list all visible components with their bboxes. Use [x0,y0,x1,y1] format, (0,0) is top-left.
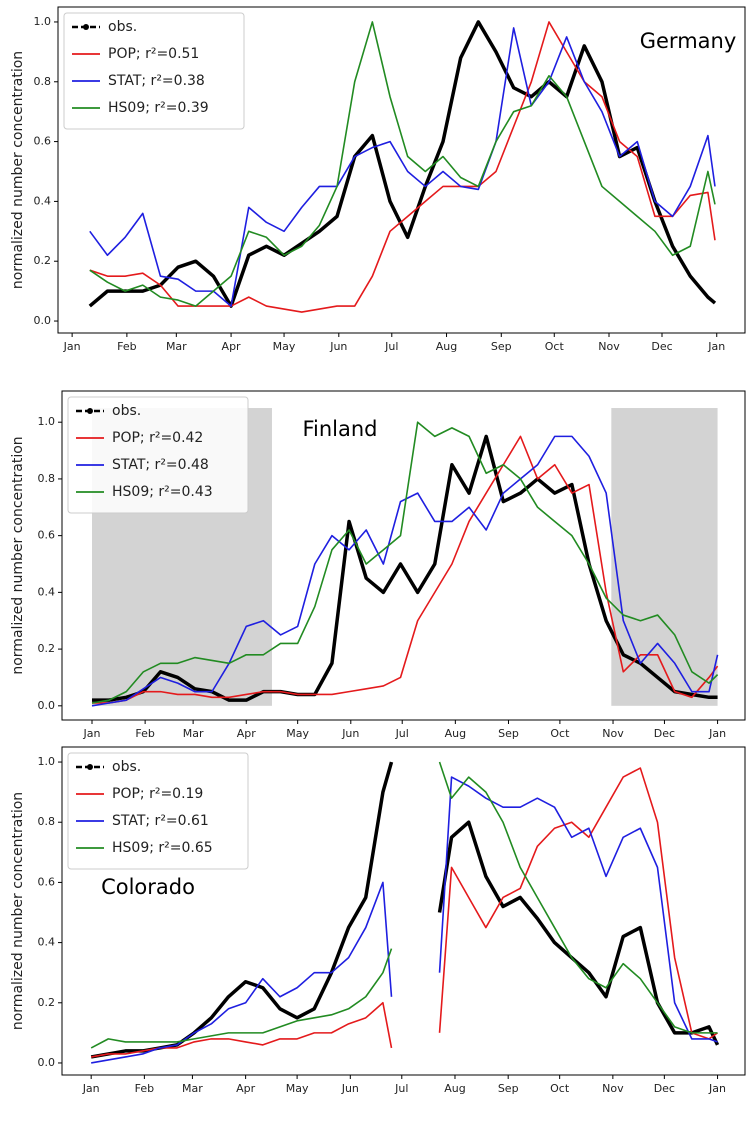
x-tick-label: Mar [166,340,187,353]
annotation: Germany [640,29,737,53]
legend-label: POP; r²=0.42 [112,430,203,446]
legend-box [67,396,249,514]
plot-area [90,761,720,1064]
legend-label: POP; r²=0.51 [108,46,199,62]
x-tick-label: Oct [545,340,565,353]
x-tick-label: Oct [550,1082,570,1095]
x-tick-label: Nov [602,727,624,740]
series-line [91,421,719,704]
x-tick-label: Aug [436,340,457,353]
axes-frame [57,6,746,334]
y-tick-label: 0.0 [38,1056,56,1069]
legend-box [67,752,249,870]
series-line [91,434,718,702]
x-tick-label: Jan [83,727,101,740]
plot-area [91,421,719,707]
x-tick-label: Aug [444,1082,465,1095]
x-tick-label: Aug [445,727,466,740]
x-tick-label: Sep [498,727,519,740]
x-tick-label: Dec [651,340,672,353]
legend-label: POP; r²=0.19 [112,786,203,802]
x-tick-label: May [286,727,309,740]
plot-area [88,20,717,313]
x-tick-label: Nov [602,1082,624,1095]
x-tick-label: Jul [395,727,409,740]
legend-label: HS09; r²=0.39 [108,100,209,116]
x-tick-label: Apr [236,1082,256,1095]
x-tick-label: Mar [182,1082,203,1095]
series-line [91,435,719,704]
series-line [91,767,718,1058]
x-tick-label: Jun [329,340,347,353]
x-tick-label: Jan [82,1082,100,1095]
legend-box [63,12,245,130]
y-tick-label: 1.0 [38,755,56,768]
series-line [89,21,716,307]
series-line [91,435,719,707]
x-tick-label: Sep [498,1082,519,1095]
y-tick-label: 0.2 [38,642,56,655]
x-tick-label: Jul [394,1082,408,1095]
y-axis-label: normalized number concentration [10,436,26,674]
y-tick-label: 0.6 [38,875,56,888]
x-tick-label: Feb [135,1082,154,1095]
x-tick-label: Dec [654,1082,675,1095]
y-tick-label: 1.0 [34,15,52,28]
x-tick-label: Jan [63,340,81,353]
y-tick-label: 0.8 [38,815,56,828]
y-tick-label: 0.4 [38,936,56,949]
y-tick-label: 0.8 [34,75,52,88]
x-tick-label: Jul [384,340,398,353]
x-tick-label: Nov [598,340,620,353]
legend-label: STAT; r²=0.61 [112,813,209,829]
x-tick-label: Dec [654,727,675,740]
x-tick-label: Oct [550,727,570,740]
x-tick-label: Apr [237,727,257,740]
y-tick-label: 0.2 [34,254,52,267]
legend-label: STAT; r²=0.48 [112,457,209,473]
x-tick-label: Jun [341,1082,359,1095]
legend-marker [83,24,89,30]
x-tick-label: Jun [341,727,359,740]
legend-label: obs. [112,759,141,775]
axes-frame [61,390,746,721]
axes-frame [61,746,746,1076]
annotation: Colorado [101,875,195,899]
shaded-region [611,408,718,706]
series-line [89,27,716,307]
y-tick-label: 0.0 [34,314,52,327]
y-tick-label: 0.4 [38,585,56,598]
legend-marker [87,408,93,414]
y-tick-label: 0.6 [34,135,52,148]
legend-label: HS09; r²=0.43 [112,484,213,500]
x-tick-label: Feb [135,727,154,740]
legend-label: obs. [112,403,141,419]
y-tick-label: 0.8 [38,472,56,485]
x-tick-label: May [286,1082,309,1095]
y-tick-label: 0.4 [34,194,52,207]
annotation: Finland [302,417,377,441]
x-tick-label: May [273,340,296,353]
x-tick-label: Apr [222,340,242,353]
legend-label: obs. [108,19,137,35]
y-tick-label: 0.0 [38,699,56,712]
y-axis-label: normalized number concentration [10,51,26,289]
series-line [91,776,718,1064]
x-tick-label: Jan [707,340,725,353]
x-tick-label: Jan [708,1082,726,1095]
x-tick-label: Sep [491,340,512,353]
x-tick-label: Jan [708,727,726,740]
y-axis-label: normalized number concentration [10,792,26,1030]
x-tick-label: Feb [117,340,136,353]
y-tick-label: 1.0 [38,415,56,428]
legend-marker [87,764,93,770]
legend-label: HS09; r²=0.65 [112,840,213,856]
series-line [90,761,718,1049]
x-tick-label: Mar [183,727,204,740]
y-tick-label: 0.2 [38,996,56,1009]
y-tick-label: 0.6 [38,529,56,542]
legend-label: STAT; r²=0.38 [108,73,205,89]
